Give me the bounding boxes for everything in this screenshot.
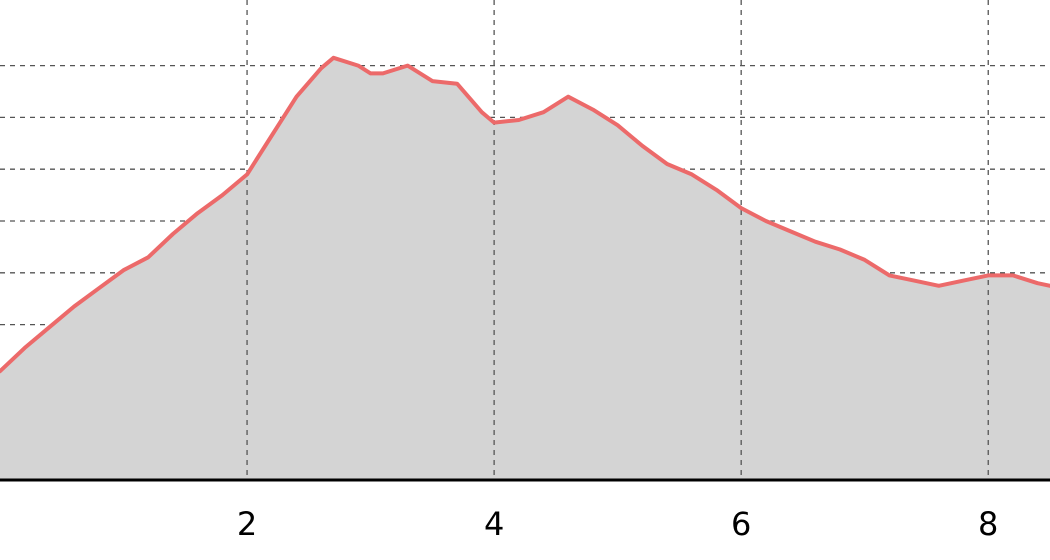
x-tick-label: 4 bbox=[484, 505, 504, 543]
x-tick-label: 2 bbox=[237, 505, 257, 543]
x-tick-label: 8 bbox=[978, 505, 998, 543]
area-fill bbox=[0, 57, 1050, 481]
x-gridlines bbox=[246, 0, 989, 480]
x-tick-label: 6 bbox=[731, 505, 751, 543]
series-line bbox=[0, 55, 1050, 374]
x-tick-labels: 2 4 6 8 bbox=[237, 505, 999, 543]
